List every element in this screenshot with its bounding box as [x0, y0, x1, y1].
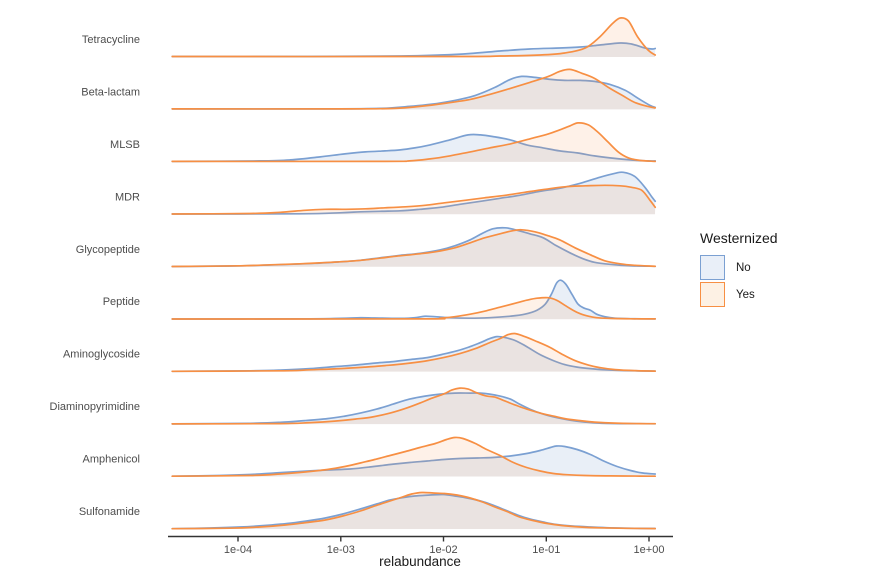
category-label-MLSB: MLSB [110, 139, 140, 151]
density-line-yes [171, 332, 657, 373]
density-area-no [172, 280, 656, 320]
density-line-no [171, 133, 657, 163]
legend-label-yes: Yes [736, 288, 755, 301]
x-axis: 1e-04 1e-03 1e-02 1e-01 1e+00 relabundance [168, 535, 673, 569]
x-tick-label: 1e-02 [429, 544, 457, 556]
density-ridges [171, 16, 657, 530]
x-axis-label: relabundance [379, 554, 461, 569]
legend-title: Westernized [700, 230, 778, 246]
category-label-MDR: MDR [115, 191, 140, 203]
density-line-yes [171, 436, 657, 478]
density-area-yes [172, 492, 656, 529]
density-area-no [172, 42, 656, 57]
category-label-Aminoglycoside: Aminoglycoside [63, 349, 140, 361]
density-area-no [172, 336, 656, 372]
category-label-Glycopeptide: Glycopeptide [76, 244, 140, 256]
legend-swatch-yes [700, 282, 725, 307]
density-area-yes [172, 437, 656, 477]
x-tick-label: 1e-04 [224, 544, 252, 556]
ridge-Sulfonamide [171, 491, 657, 530]
density-line-yes [171, 491, 657, 530]
ridge-MLSB [171, 122, 657, 163]
density-line-yes [171, 68, 657, 110]
density-line-yes [171, 228, 657, 268]
density-line-no [171, 171, 657, 215]
ridge-Glycopeptide [171, 226, 657, 268]
category-labels: Tetracycline Beta-lactam MLSB MDR Glycopepti… [50, 34, 141, 518]
ridge-Diaminopyrimidine [171, 387, 657, 425]
density-area-yes [172, 17, 656, 57]
category-label-Beta-lactam: Beta-lactam [81, 86, 140, 98]
ridge-Tetracycline [171, 16, 657, 58]
category-label-Diaminopyrimidine: Diaminopyrimidine [50, 401, 140, 413]
density-area-no [172, 76, 656, 110]
density-line-yes [171, 184, 657, 215]
ridge-MDR [171, 171, 657, 215]
category-label-Peptide: Peptide [103, 296, 140, 308]
legend-label-no: No [736, 261, 751, 274]
density-line-no [171, 335, 657, 373]
density-area-no [172, 227, 656, 267]
density-area-yes [172, 185, 656, 215]
density-area-yes [172, 229, 656, 267]
ridge-Peptide [171, 279, 657, 320]
density-line-yes [171, 296, 657, 320]
x-tick-label: 1e-03 [327, 544, 355, 556]
density-line-yes [171, 387, 657, 425]
density-area-yes [172, 69, 656, 110]
legend-entry-yes: Yes [700, 282, 778, 307]
density-area-yes [172, 333, 656, 372]
category-label-Tetracycline: Tetracycline [82, 34, 140, 46]
legend-entry-no: No [700, 255, 778, 280]
density-area-yes [172, 122, 656, 162]
density-line-yes [171, 122, 657, 163]
x-tick-label: 1e+00 [634, 544, 665, 556]
x-tick-label: 1e-01 [532, 544, 560, 556]
category-label-Sulfonamide: Sulfonamide [79, 506, 140, 518]
density-area-yes [172, 297, 656, 320]
category-label-Amphenicol: Amphenicol [83, 454, 140, 466]
density-line-no [171, 75, 657, 110]
legend: Westernized No Yes [700, 230, 778, 309]
density-line-yes [171, 16, 657, 58]
ridge-Amphenicol [171, 436, 657, 478]
density-area-no [172, 172, 656, 215]
density-area-no [172, 393, 656, 425]
ridge-Aminoglycoside [171, 332, 657, 373]
ridge-Beta-lactam [171, 68, 657, 110]
legend-swatch-no [700, 255, 725, 280]
x-axis-ticks: 1e-04 1e-03 1e-02 1e-01 1e+00 [224, 537, 665, 556]
